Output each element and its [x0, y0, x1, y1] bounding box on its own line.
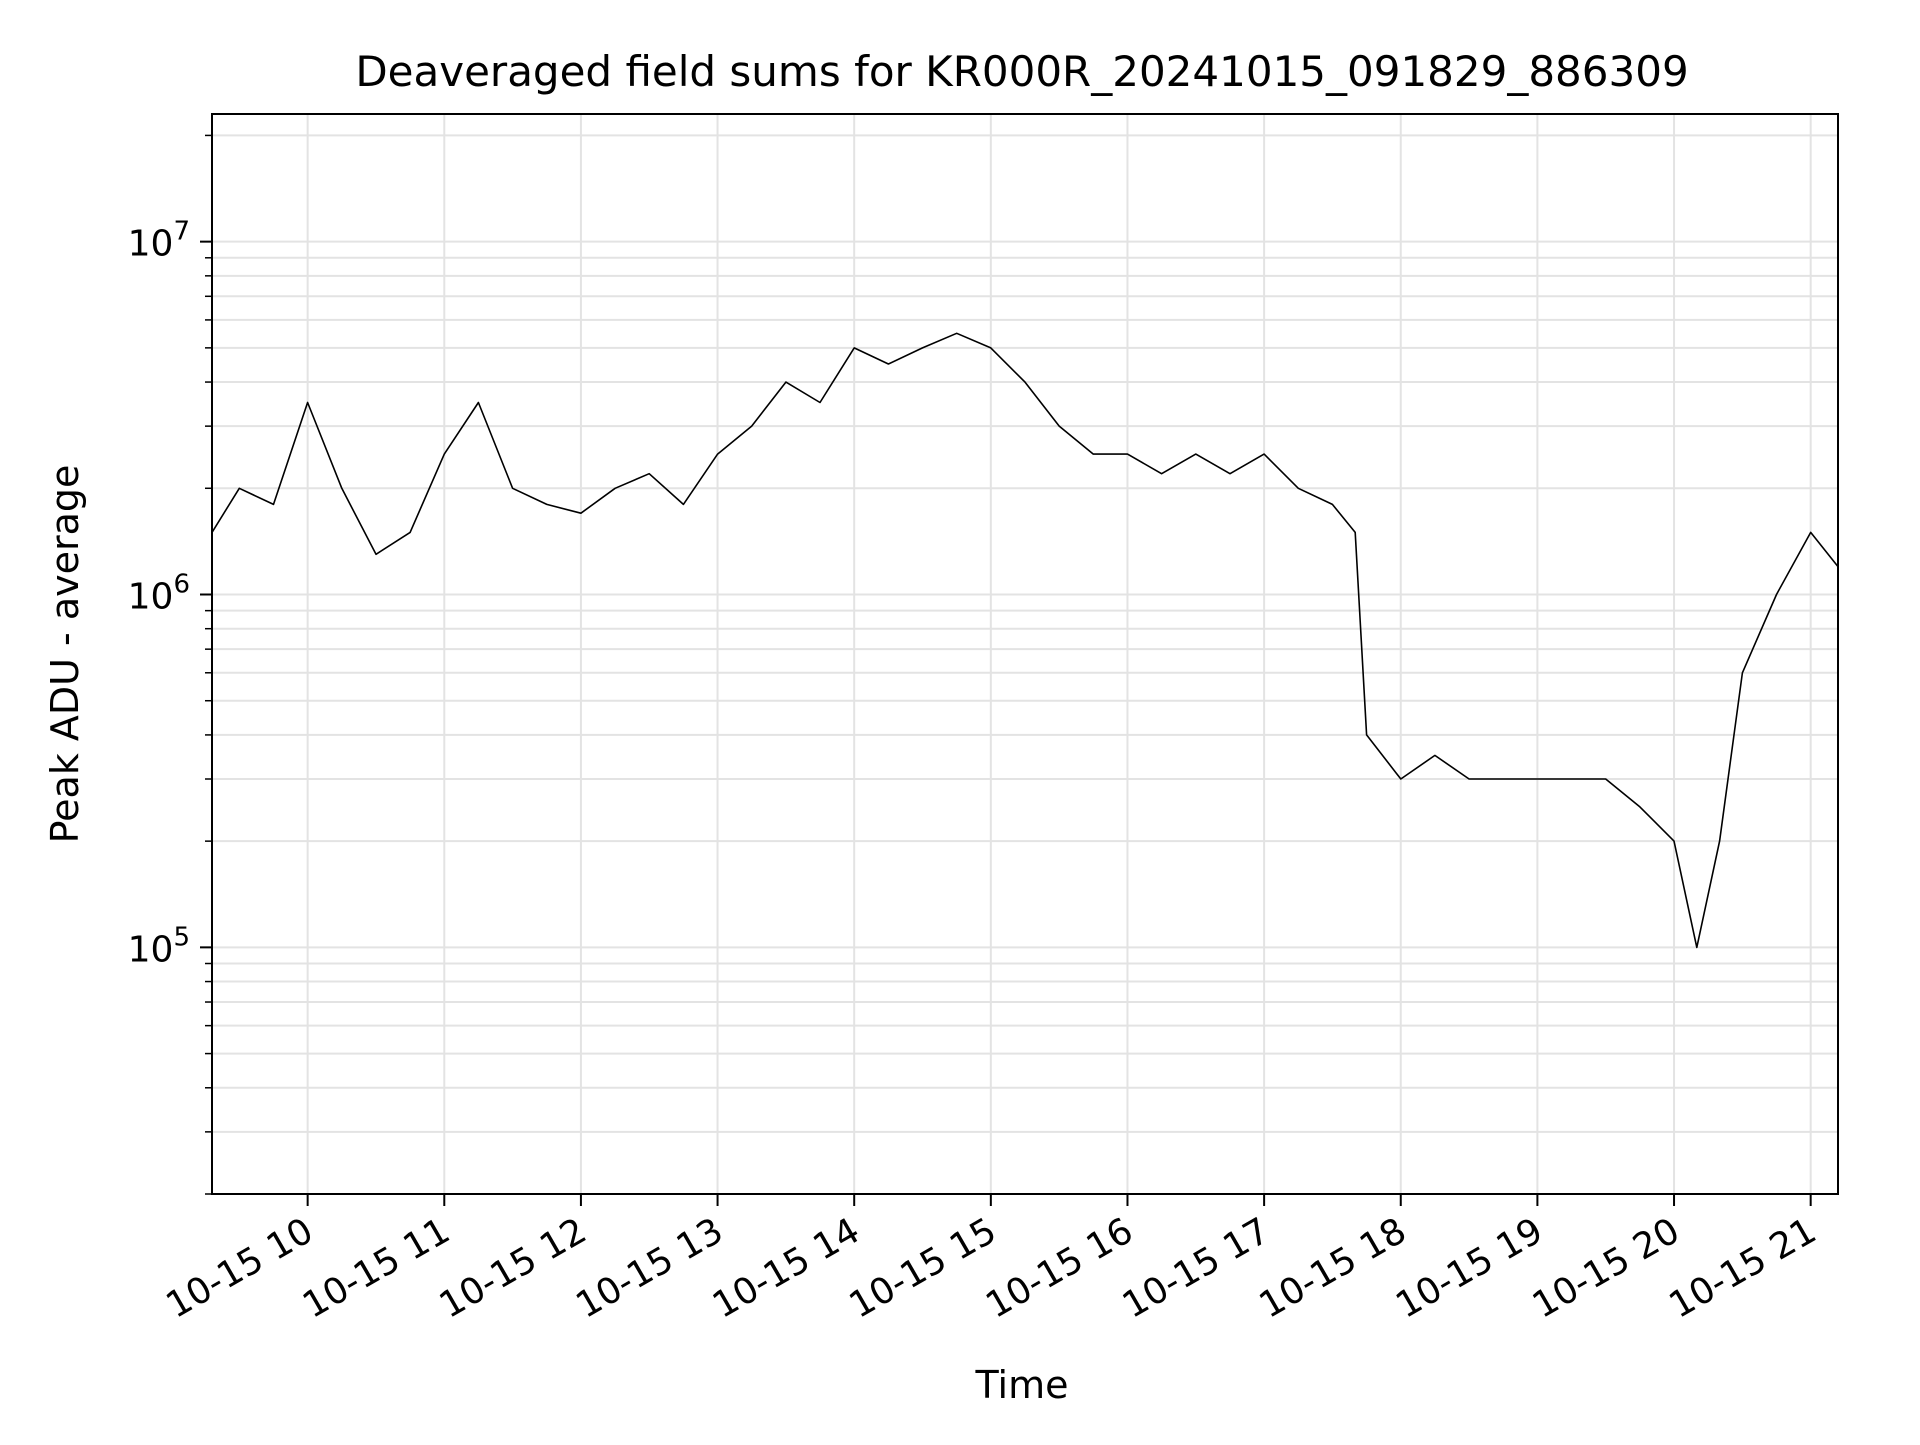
x-tick-label: 10-15 13	[569, 1210, 730, 1326]
series-line	[211, 332, 1839, 949]
x-tick-label: 10-15 10	[159, 1210, 320, 1326]
y-tick-label: 105	[128, 922, 190, 970]
x-tick-label: 10-15 18	[1253, 1210, 1414, 1326]
x-tick-label: 10-15 19	[1389, 1210, 1550, 1326]
x-tick-label: 10-15 20	[1526, 1210, 1687, 1326]
chart-title: Deaveraged field sums for KR000R_2024101…	[355, 47, 1688, 96]
plot-area	[211, 332, 1839, 949]
y-tick-label: 106	[128, 570, 190, 618]
x-tick-label: 10-15 15	[843, 1210, 1004, 1326]
y-axis: 105 106 107	[128, 134, 212, 1195]
x-tick-label: 10-15 12	[433, 1210, 594, 1326]
plot-frame	[211, 113, 1839, 1195]
x-tick-label: 10-15 16	[979, 1210, 1140, 1326]
y-axis-label: Peak ADU - average	[43, 465, 87, 844]
y-tick-label: 107	[128, 217, 190, 265]
grid	[212, 114, 1838, 1195]
x-tick-label: 10-15 11	[296, 1210, 457, 1326]
x-axis-label: Time	[975, 1363, 1069, 1407]
x-tick-label: 10-15 21	[1662, 1210, 1823, 1326]
x-tick-label: 10-15 17	[1116, 1210, 1277, 1326]
x-tick-label: 10-15 14	[706, 1210, 867, 1326]
